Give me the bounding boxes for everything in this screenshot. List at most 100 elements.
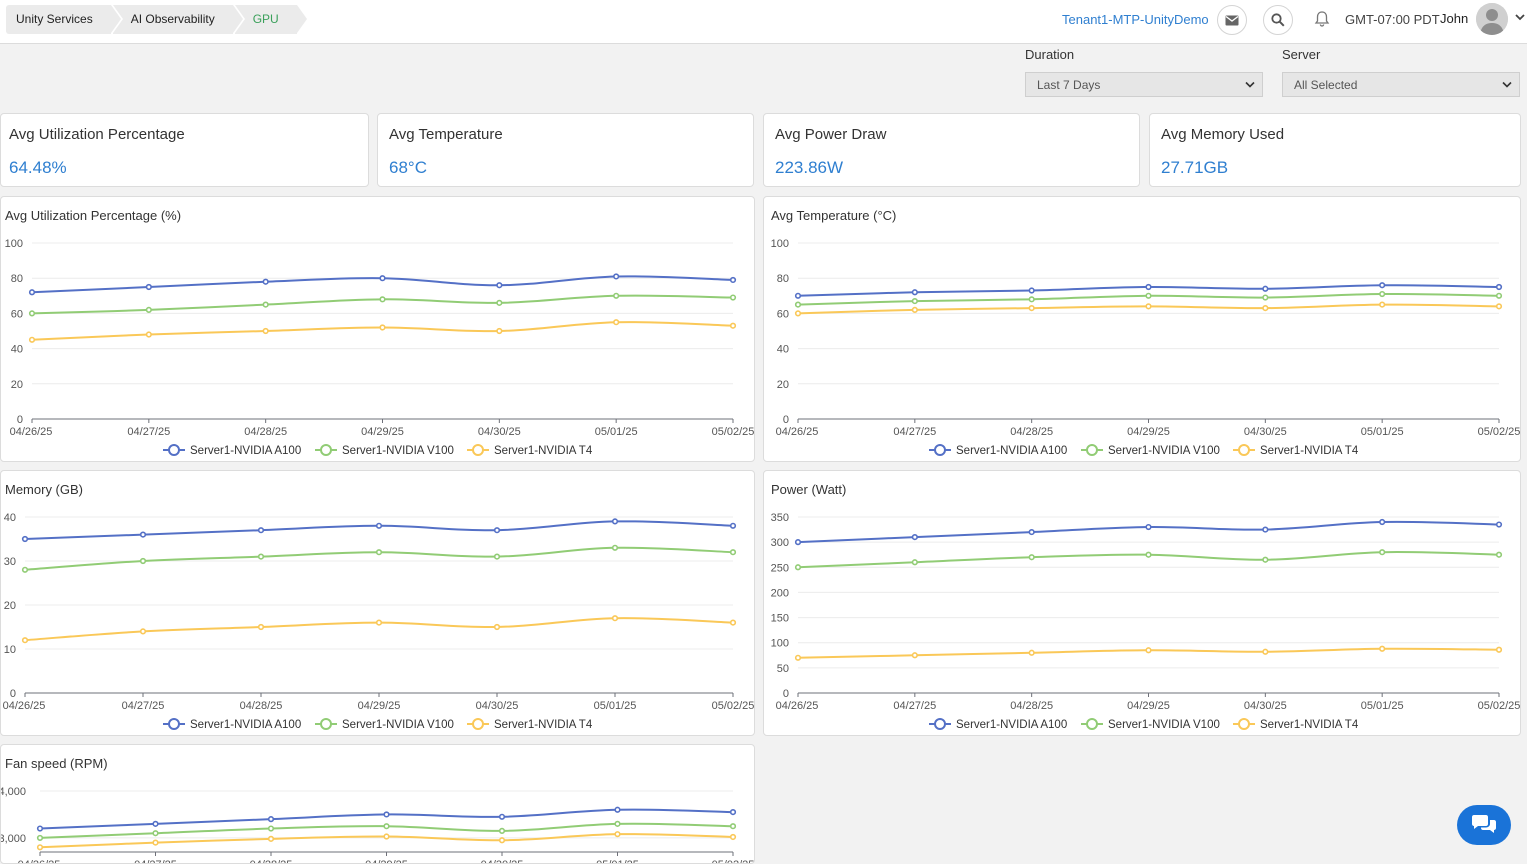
data-point[interactable] — [498, 827, 506, 834]
data-point[interactable] — [262, 301, 269, 308]
tenant-link[interactable]: Tenant1-MTP-UnityDemo — [1062, 12, 1209, 27]
data-point[interactable] — [1379, 549, 1386, 556]
data-point[interactable] — [613, 319, 620, 326]
data-point[interactable] — [493, 623, 501, 631]
data-point[interactable] — [1379, 282, 1386, 289]
data-point[interactable] — [496, 299, 503, 306]
data-point[interactable] — [729, 809, 737, 816]
chat-button[interactable] — [1457, 805, 1511, 845]
data-point[interactable] — [1145, 551, 1152, 558]
legend-item[interactable]: Server1-NVIDIA T4 — [467, 444, 593, 457]
data-point[interactable] — [794, 539, 802, 546]
data-point[interactable] — [794, 292, 802, 299]
data-point[interactable] — [375, 549, 383, 556]
data-point[interactable] — [152, 830, 159, 837]
bell-icon[interactable] — [1313, 10, 1331, 28]
data-point[interactable] — [379, 324, 386, 331]
data-point[interactable] — [1262, 305, 1269, 312]
legend-item[interactable]: Server1-NVIDIA A100 — [163, 444, 301, 457]
data-point[interactable] — [1262, 648, 1269, 655]
data-point[interactable] — [375, 619, 383, 626]
data-point[interactable] — [1028, 554, 1035, 561]
data-point[interactable] — [267, 816, 275, 823]
data-point[interactable] — [611, 615, 619, 622]
data-point[interactable] — [1145, 523, 1152, 531]
data-point[interactable] — [257, 527, 265, 534]
data-point[interactable] — [257, 623, 265, 631]
data-point[interactable] — [613, 273, 620, 280]
legend-item[interactable]: Server1-NVIDIA V100 — [1081, 718, 1220, 731]
data-point[interactable] — [1028, 296, 1035, 303]
data-point[interactable] — [36, 844, 44, 851]
legend-item[interactable]: Server1-NVIDIA T4 — [1233, 444, 1359, 457]
data-point[interactable] — [145, 331, 152, 338]
data-point[interactable] — [729, 833, 737, 841]
data-point[interactable] — [611, 544, 619, 551]
data-point[interactable] — [911, 297, 918, 305]
data-point[interactable] — [911, 306, 918, 313]
data-point[interactable] — [1145, 303, 1152, 310]
data-point[interactable] — [1379, 645, 1386, 652]
data-point[interactable] — [1028, 528, 1035, 536]
data-point[interactable] — [729, 823, 737, 830]
data-point[interactable] — [729, 276, 737, 284]
legend-item[interactable]: Server1-NVIDIA A100 — [929, 444, 1067, 457]
data-point[interactable] — [794, 654, 802, 661]
data-point[interactable] — [21, 637, 29, 644]
data-point[interactable] — [139, 557, 147, 565]
data-point[interactable] — [1262, 526, 1269, 533]
data-point[interactable] — [729, 294, 737, 301]
data-point[interactable] — [267, 825, 275, 832]
legend-item[interactable]: Server1-NVIDIA T4 — [1233, 718, 1359, 731]
data-point[interactable] — [729, 522, 737, 529]
user-name[interactable]: John — [1440, 11, 1469, 26]
data-point[interactable] — [493, 553, 501, 560]
data-point[interactable] — [139, 531, 147, 538]
data-point[interactable] — [611, 518, 619, 525]
legend-item[interactable]: Server1-NVIDIA A100 — [929, 718, 1067, 731]
data-point[interactable] — [911, 652, 918, 659]
data-point[interactable] — [152, 839, 159, 846]
data-point[interactable] — [1379, 290, 1386, 298]
legend-item[interactable]: Server1-NVIDIA A100 — [163, 718, 301, 731]
data-point[interactable] — [911, 559, 918, 566]
legend-item[interactable]: Server1-NVIDIA T4 — [467, 718, 593, 731]
data-point[interactable] — [1262, 294, 1269, 301]
data-point[interactable] — [36, 834, 44, 842]
data-point[interactable] — [1379, 518, 1386, 526]
data-point[interactable] — [496, 282, 503, 289]
data-point[interactable] — [911, 289, 918, 296]
server-select[interactable]: All Selected — [1282, 72, 1520, 97]
data-point[interactable] — [36, 825, 44, 832]
mail-button[interactable] — [1217, 5, 1247, 35]
data-point[interactable] — [21, 566, 29, 573]
data-point[interactable] — [498, 837, 506, 844]
data-point[interactable] — [379, 296, 386, 303]
legend-item[interactable]: Server1-NVIDIA V100 — [315, 718, 454, 731]
data-point[interactable] — [614, 806, 621, 813]
data-point[interactable] — [262, 327, 269, 335]
data-point[interactable] — [729, 549, 737, 556]
breadcrumb-unity-services[interactable]: Unity Services — [6, 5, 123, 34]
data-point[interactable] — [139, 628, 147, 635]
data-point[interactable] — [1262, 556, 1269, 563]
data-point[interactable] — [1145, 647, 1152, 654]
data-point[interactable] — [729, 619, 737, 626]
data-point[interactable] — [1145, 283, 1152, 291]
data-point[interactable] — [267, 835, 275, 842]
data-point[interactable] — [1495, 551, 1503, 558]
data-point[interactable] — [383, 811, 390, 818]
data-point[interactable] — [257, 553, 265, 560]
data-point[interactable] — [496, 327, 503, 335]
data-point[interactable] — [1028, 649, 1035, 656]
data-point[interactable] — [794, 564, 802, 571]
data-point[interactable] — [262, 278, 269, 285]
breadcrumb-gpu[interactable]: GPU — [234, 5, 309, 34]
data-point[interactable] — [1495, 283, 1503, 291]
data-point[interactable] — [1495, 292, 1503, 299]
data-point[interactable] — [1495, 521, 1503, 528]
data-point[interactable] — [1028, 287, 1035, 294]
duration-select[interactable]: Last 7 Days — [1025, 72, 1263, 97]
data-point[interactable] — [152, 820, 159, 827]
legend-item[interactable]: Server1-NVIDIA V100 — [315, 444, 454, 457]
